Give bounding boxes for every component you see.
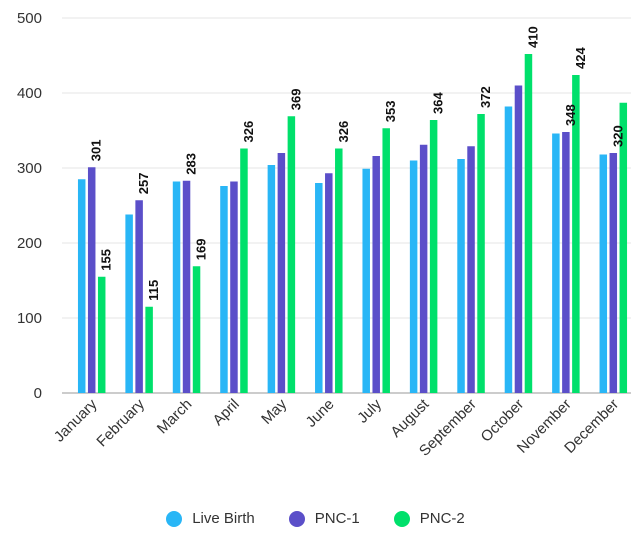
data-label: 115 — [146, 280, 161, 301]
bar-pnc-2[interactable] — [192, 266, 201, 393]
bar-pnc-1[interactable] — [87, 167, 96, 393]
x-tick-label: June — [303, 396, 338, 431]
bar-pnc-2[interactable] — [145, 306, 153, 393]
y-tick-label: 0 — [34, 385, 42, 402]
legend-item-pnc-2[interactable]: PNC-2 — [393, 510, 465, 527]
y-tick-label: 500 — [17, 10, 42, 27]
bar-live-birth[interactable] — [457, 159, 465, 393]
data-label: 320 — [610, 125, 625, 147]
data-label: 424 — [573, 47, 588, 69]
y-tick-label: 100 — [17, 310, 42, 327]
data-label: 301 — [89, 140, 104, 162]
bar-pnc-1[interactable] — [135, 200, 143, 393]
data-label: 410 — [525, 26, 540, 48]
legend-item-live-birth[interactable]: Live Birth — [166, 510, 255, 527]
x-tick-label: August — [387, 395, 433, 441]
legend: Live Birth PNC-1 PNC-2 — [0, 510, 631, 527]
data-label: 372 — [478, 86, 493, 108]
x-tick-label: February — [93, 395, 148, 450]
bar-live-birth[interactable] — [125, 214, 133, 394]
bar-pnc-1[interactable] — [562, 132, 570, 393]
legend-swatch-pnc-1 — [288, 510, 305, 527]
data-label: 364 — [431, 92, 446, 114]
bar-chart: 0 100 200 300 400 500 301 155 257 115 283 169 326 36… — [17, 10, 631, 460]
bar-pnc-2[interactable] — [287, 116, 296, 393]
legend-item-pnc-1[interactable]: PNC-1 — [288, 510, 360, 527]
bar-pnc-2[interactable] — [524, 54, 533, 393]
bar-live-birth[interactable] — [409, 160, 418, 394]
bar-pnc-2[interactable] — [572, 75, 580, 393]
bars — [77, 54, 628, 394]
bar-pnc-2[interactable] — [429, 120, 438, 393]
bar-pnc-1[interactable] — [609, 153, 618, 393]
legend-label: Live Birth — [192, 510, 255, 527]
bar-live-birth[interactable] — [552, 133, 560, 394]
data-label: 169 — [194, 239, 209, 261]
bar-pnc-1[interactable] — [514, 85, 523, 394]
legend-label: PNC-1 — [314, 510, 360, 527]
bar-pnc-2[interactable] — [240, 148, 248, 394]
y-axis: 0 100 200 300 400 500 — [17, 10, 42, 402]
bar-pnc-1[interactable] — [467, 146, 475, 393]
y-tick-label: 300 — [17, 160, 42, 177]
x-tick-label: July — [354, 395, 385, 426]
data-label: 326 — [241, 121, 256, 143]
data-label: 257 — [136, 173, 151, 195]
bar-pnc-2[interactable] — [619, 102, 628, 393]
grid-lines — [62, 17, 631, 394]
bar-live-birth[interactable] — [172, 181, 181, 394]
bar-pnc-1[interactable] — [182, 180, 191, 393]
x-tick-label: April — [210, 396, 243, 429]
x-tick-label: May — [258, 395, 290, 427]
bar-live-birth[interactable] — [77, 179, 86, 393]
bar-live-birth[interactable] — [220, 186, 228, 393]
bar-pnc-1[interactable] — [325, 173, 333, 393]
y-tick-label: 400 — [17, 85, 42, 102]
data-label: 326 — [336, 121, 351, 143]
legend-label: PNC-2 — [419, 510, 465, 527]
data-label: 155 — [99, 249, 114, 271]
bar-pnc-2[interactable] — [477, 114, 485, 393]
data-label: 283 — [184, 153, 199, 175]
legend-swatch-pnc-2 — [393, 510, 410, 527]
data-label: 348 — [563, 104, 578, 126]
bar-pnc-2[interactable] — [382, 128, 390, 393]
data-label: 369 — [288, 89, 303, 111]
y-tick-label: 200 — [17, 235, 42, 252]
x-tick-label: March — [154, 396, 195, 437]
bar-pnc-1[interactable] — [419, 144, 428, 393]
bar-pnc-2[interactable] — [335, 148, 343, 394]
bar-live-birth[interactable] — [362, 168, 370, 393]
bar-pnc-2[interactable] — [97, 276, 106, 393]
bar-pnc-1[interactable] — [230, 181, 238, 394]
bar-live-birth[interactable] — [267, 165, 276, 393]
bar-live-birth[interactable] — [599, 154, 608, 394]
bar-pnc-1[interactable] — [277, 153, 286, 393]
bar-pnc-1[interactable] — [372, 156, 380, 393]
bar-live-birth[interactable] — [504, 106, 513, 394]
legend-swatch-live-birth — [166, 510, 183, 527]
bar-live-birth[interactable] — [315, 183, 323, 393]
data-label: 353 — [383, 101, 398, 123]
data-labels: 301 155 257 115 283 169 326 369 326 353 364 372 410 3… — [89, 26, 626, 300]
